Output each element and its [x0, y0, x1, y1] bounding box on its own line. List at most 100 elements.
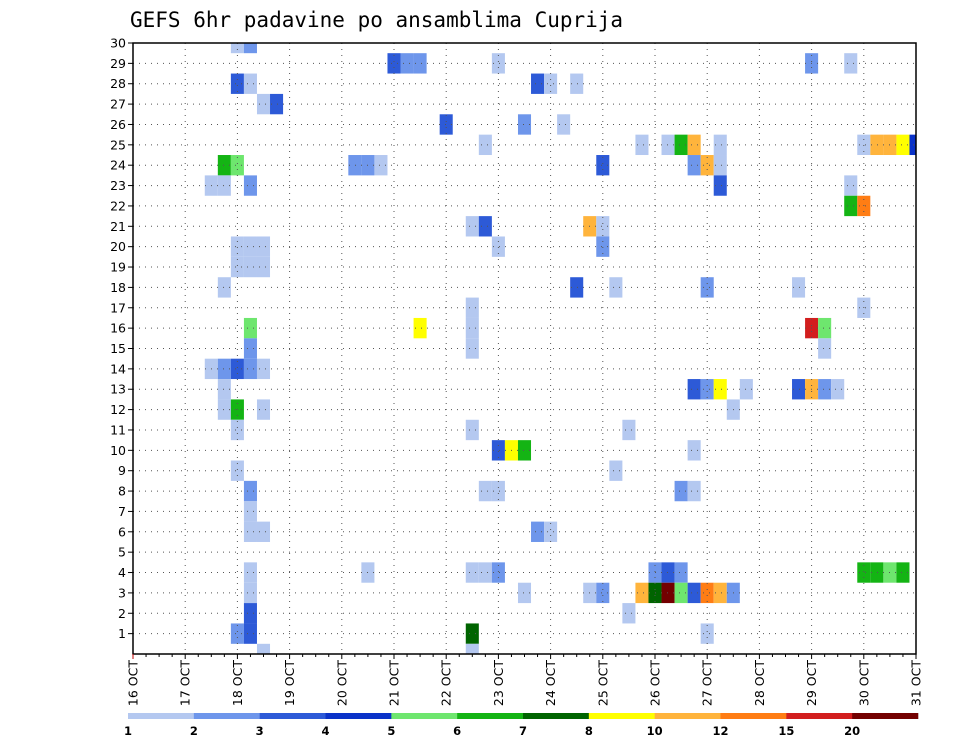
heatmap-cell: [635, 134, 649, 156]
heatmap-cell: [465, 317, 479, 339]
heatmap-cell: [243, 582, 257, 604]
legend-swatch: [325, 713, 392, 719]
legend-label: 7: [519, 724, 527, 738]
heatmap-cell: [609, 277, 623, 298]
heatmap-cell: [700, 582, 714, 604]
heatmap-cell: [230, 236, 244, 257]
y-tick-label: 11: [110, 422, 126, 437]
x-tick-label: 30 OCT: [856, 660, 871, 706]
heatmap-cell: [478, 480, 492, 502]
y-tick-label: 7: [118, 504, 126, 519]
legend-swatch: [588, 713, 655, 719]
heatmap-cell: [844, 53, 858, 74]
heatmap-cell: [674, 134, 688, 156]
legend-label: 10: [647, 724, 663, 738]
y-tick-label: 16: [110, 321, 126, 336]
heatmap-cell: [517, 114, 532, 135]
heatmap-cell: [243, 562, 257, 583]
y-tick-label: 25: [110, 137, 126, 152]
heatmap-cell: [217, 379, 231, 400]
heatmap-cell: [243, 480, 257, 502]
legend-swatch: [128, 713, 195, 719]
heatmap-cell: [491, 480, 505, 502]
legend-label: 1: [124, 724, 132, 738]
heatmap-cell: [687, 379, 701, 400]
heatmap-cell: [243, 623, 257, 644]
heatmap-cell: [413, 317, 427, 339]
heatmap-cell: [531, 73, 545, 94]
heatmap-cell: [687, 480, 701, 502]
legend-label: 12: [712, 724, 728, 738]
heatmap-cell: [609, 460, 623, 481]
heatmap-cell: [243, 338, 257, 359]
x-tick-label: 22 OCT: [439, 660, 454, 706]
heatmap-cell: [517, 440, 532, 461]
heatmap-cell: [465, 643, 479, 654]
heatmap-cell: [570, 277, 584, 298]
y-tick-label: 29: [110, 56, 126, 71]
heatmap-cell: [570, 73, 584, 94]
y-tick-label: 23: [110, 178, 126, 193]
legend-label: 15: [778, 724, 794, 738]
heatmap-cell: [465, 562, 479, 583]
heatmap-cell: [387, 53, 401, 74]
x-tick-label: 31 OCT: [909, 660, 924, 706]
legend-swatch: [391, 713, 458, 719]
heatmap-cell: [596, 216, 610, 237]
y-tick-label: 18: [110, 280, 126, 295]
y-tick-label: 12: [110, 402, 126, 417]
heatmap-cell: [687, 134, 701, 156]
legend-swatch: [523, 713, 590, 719]
heatmap-cell: [465, 297, 479, 318]
heatmap-cell: [739, 379, 753, 400]
y-tick-label: 17: [110, 300, 126, 315]
legend-swatch: [786, 713, 853, 719]
y-tick-label: 1: [118, 626, 126, 641]
heatmap-cell: [857, 134, 871, 156]
heatmap-cell: [491, 53, 505, 74]
heatmap-cell: [857, 562, 871, 583]
heatmap-cell: [243, 43, 257, 54]
heatmap-cell: [465, 623, 479, 644]
heatmap-cell: [230, 256, 244, 278]
y-tick-label: 6: [118, 524, 126, 539]
heatmap-cell: [217, 155, 231, 176]
heatmap-cell: [700, 277, 714, 298]
heatmap-cell: [544, 521, 558, 542]
heatmap-cell: [687, 582, 701, 604]
heatmap-cell: [230, 419, 244, 441]
heatmap-cell: [870, 134, 884, 156]
y-tick-label: 28: [110, 76, 126, 91]
color-legend: 1 2 3 4 5 6 7 8 10 12 15 20: [124, 713, 919, 738]
x-tick-label: 24 OCT: [543, 660, 558, 706]
heatmap-cell: [230, 460, 244, 481]
heatmap-cell: [413, 53, 427, 74]
heatmap-cell: [243, 317, 257, 339]
y-tick-label: 27: [110, 97, 126, 112]
heatmap-cell: [792, 277, 806, 298]
heatmap-cell: [230, 73, 244, 94]
heatmap-cell: [700, 379, 714, 400]
heatmap-cell: [896, 562, 910, 583]
heatmap-cell: [465, 338, 479, 359]
heatmap-cell: [713, 582, 727, 604]
y-tick-label: 19: [110, 260, 126, 275]
y-tick-label: 26: [110, 117, 126, 132]
heatmap-cell: [687, 440, 701, 461]
heatmap-cell: [256, 256, 271, 278]
heatmap-cell: [622, 419, 636, 441]
heatmap-cells: [204, 43, 916, 654]
y-tick-label: 9: [118, 463, 126, 478]
heatmap-cell: [439, 114, 453, 135]
heatmap-cell: [256, 236, 271, 257]
heatmap-cell: [674, 480, 688, 502]
heatmap-cell: [491, 236, 505, 257]
heatmap-cell: [713, 134, 727, 156]
heatmap-cell: [544, 73, 558, 94]
legend-swatch: [720, 713, 787, 719]
y-tick-label: 30: [110, 36, 126, 51]
y-tick-label: 20: [110, 239, 126, 254]
legend-label: 20: [844, 724, 860, 738]
heatmap-cell: [674, 582, 688, 604]
